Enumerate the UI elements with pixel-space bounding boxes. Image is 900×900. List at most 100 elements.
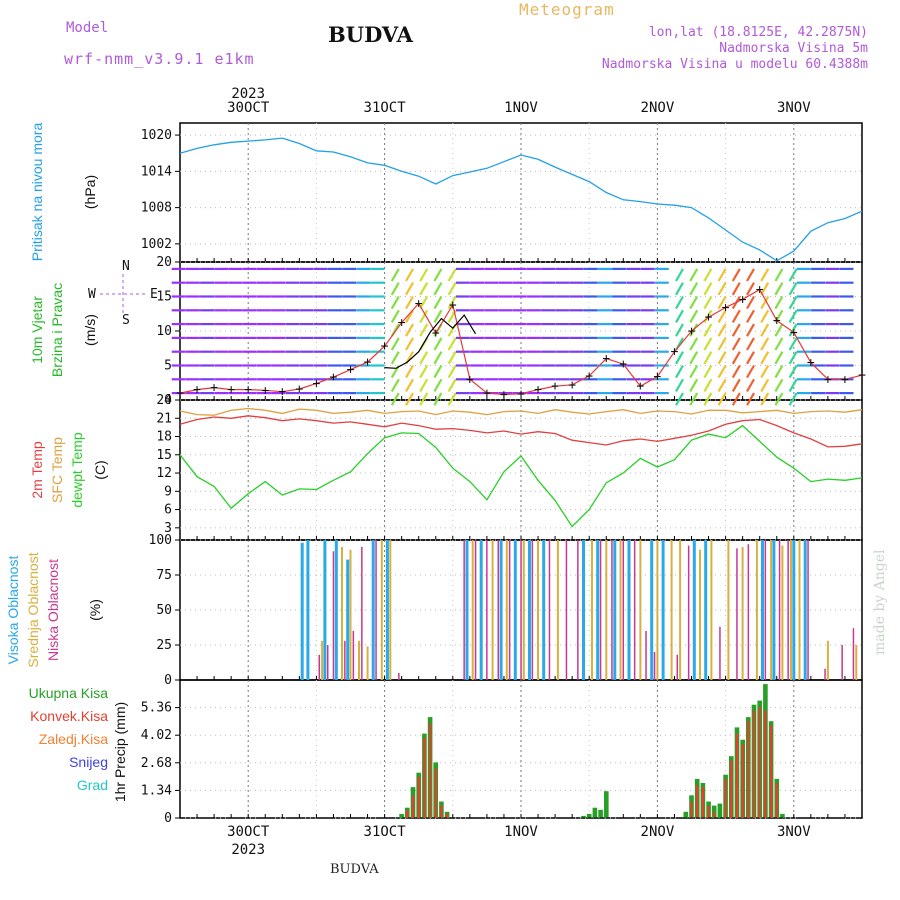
wind-gust-marker: +	[500, 387, 508, 402]
wind-barb	[703, 323, 713, 337]
precip-conv-bar	[735, 733, 739, 818]
wind-gust-marker: +	[739, 292, 747, 307]
wind-barb	[788, 351, 798, 365]
cloud-bar	[679, 540, 682, 680]
wind-barb	[774, 282, 784, 296]
wind-barb	[447, 392, 457, 406]
wind-barb	[703, 364, 713, 379]
wind-barb	[703, 392, 713, 406]
wind-barb	[433, 351, 443, 365]
precip-conv-bar	[741, 743, 744, 818]
cloud-bar	[633, 540, 636, 680]
wind-gust-marker: +	[244, 383, 252, 398]
wind-axis-label-2: Brzina i Pravac	[49, 283, 65, 377]
wind-gust-marker: +	[807, 356, 815, 371]
cloud-bar	[790, 540, 792, 680]
wind-barb	[731, 323, 741, 337]
cloud-bar	[611, 540, 613, 680]
wind-gust-marker: +	[295, 382, 303, 397]
cloud-bar	[577, 540, 579, 680]
cloud-bar	[318, 654, 320, 680]
cloud-bar	[323, 540, 327, 680]
wind-barb	[675, 351, 684, 365]
cloud-bar	[761, 540, 764, 680]
cloud-low-axis-label: Niska Oblacnost	[45, 559, 61, 661]
cloud-bar	[520, 540, 522, 680]
cloud-bar	[755, 540, 758, 680]
wind-barb	[390, 337, 400, 351]
cloud-bar	[300, 542, 304, 680]
cloud-bar	[627, 540, 631, 680]
wind-barb	[717, 364, 727, 379]
cloud-bar	[772, 540, 776, 680]
tick-label: 15	[156, 290, 172, 305]
cloud-bar	[505, 540, 508, 680]
cloud-bar	[661, 540, 665, 680]
cloud-bar	[824, 668, 826, 680]
tick-label: 1008	[141, 201, 172, 216]
precip-conv-bar	[406, 809, 409, 818]
wind-barb	[760, 351, 770, 365]
wind-barb	[390, 392, 400, 406]
wind-barb	[760, 309, 770, 323]
wind-barb	[717, 378, 727, 392]
cloud-bar	[582, 540, 585, 680]
tick-label: 0	[164, 673, 172, 688]
precip-conv-bar	[690, 801, 693, 818]
precip-conv-bar	[724, 778, 727, 818]
wind-barb	[405, 323, 414, 337]
date-label-top: 1NOV	[504, 100, 538, 116]
wind-barb	[746, 295, 755, 310]
wind-barb	[390, 309, 400, 323]
wind-barb	[405, 378, 414, 392]
wind-barb	[746, 378, 755, 392]
wind-gust-marker: +	[568, 378, 576, 393]
wind-barb	[689, 337, 699, 351]
wind-barb	[746, 309, 755, 323]
tick-label: 0	[164, 393, 172, 408]
wind-gust-marker: +	[790, 325, 798, 340]
wind-barb	[689, 295, 699, 310]
wind-barb	[788, 392, 798, 406]
dewpt-line	[179, 424, 863, 528]
wind-gust-marker: +	[415, 296, 423, 311]
wind-gust-marker: +	[347, 363, 355, 378]
wind-unit-label: (m/s)	[82, 314, 98, 346]
wind-barb	[731, 268, 741, 282]
precip-conv-bar	[434, 768, 437, 818]
cloud-bar	[346, 559, 350, 680]
wind-barb	[689, 282, 699, 296]
cloud-bar	[639, 540, 642, 680]
wind-barb	[419, 282, 429, 296]
tick-label: 10	[156, 324, 172, 339]
tick-label: 5.36	[141, 701, 172, 716]
cloud-bar	[332, 551, 335, 680]
temp-unit-label: (C)	[92, 460, 108, 479]
precip-conv-bar	[701, 787, 705, 818]
wind-barb	[746, 337, 755, 351]
precip-total-bar	[717, 803, 723, 818]
cloud-bar	[855, 645, 858, 680]
cloud-bar	[792, 540, 796, 680]
tick-label: 0	[164, 811, 172, 826]
wind-barb	[788, 309, 798, 323]
cloud-bar	[341, 547, 343, 680]
cloud-bar	[398, 673, 400, 680]
wind-barb	[447, 378, 457, 392]
wind-barb	[433, 364, 443, 379]
dewpt-axis-label: dewpt Temp	[69, 432, 85, 507]
cloud-bar	[371, 540, 375, 680]
wind-barb	[746, 392, 755, 406]
wind-barb	[746, 268, 755, 282]
precip-conv-bar	[764, 710, 767, 818]
wind-gust-marker: +	[602, 352, 610, 367]
wind-barb	[760, 282, 770, 296]
tick-label: 75	[156, 568, 172, 583]
precip-conv-bar	[411, 795, 415, 818]
wind-barb	[717, 351, 727, 365]
wind-barb	[760, 323, 770, 337]
wind-barb	[746, 351, 755, 365]
wind-barb	[433, 268, 443, 282]
wind-barb	[675, 309, 684, 323]
